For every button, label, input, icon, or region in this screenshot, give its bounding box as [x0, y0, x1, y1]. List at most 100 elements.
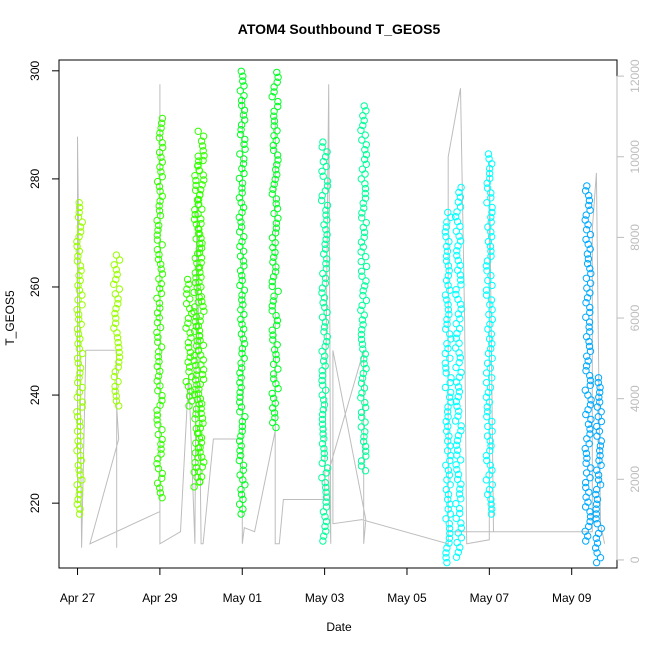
- data-point: [322, 503, 331, 511]
- data-point: [194, 152, 202, 160]
- data-point: [453, 251, 461, 260]
- data-point: [270, 112, 278, 120]
- data-point: [241, 116, 249, 124]
- data-point: [272, 355, 281, 364]
- data-point: [183, 290, 191, 298]
- data-point: [185, 392, 194, 400]
- data-point: [323, 182, 332, 190]
- data-point: [157, 445, 165, 453]
- data-point: [451, 344, 460, 352]
- data-point: [153, 231, 162, 239]
- data-point: [76, 335, 84, 343]
- data-point: [239, 72, 247, 80]
- data-point: [238, 349, 246, 358]
- data-point: [453, 436, 462, 445]
- data-point: [457, 456, 465, 464]
- data-point: [238, 276, 246, 285]
- data-point: [272, 136, 280, 145]
- data-point: [322, 493, 331, 501]
- data-point: [236, 228, 244, 236]
- data-point: [198, 142, 207, 150]
- data-point: [272, 195, 281, 203]
- data-point: [190, 468, 198, 476]
- data-point: [197, 244, 206, 252]
- data-point: [155, 134, 164, 142]
- data-point: [156, 484, 164, 492]
- x-axis: Apr 27 Apr 29 May 01 May 03 May 05 May 07 May …: [60, 567, 592, 605]
- data-point: [319, 406, 327, 414]
- data-point: [442, 276, 451, 285]
- data-point: [442, 461, 450, 469]
- data-point: [455, 504, 464, 513]
- data-point: [455, 324, 464, 333]
- data-point: [362, 296, 371, 305]
- data-point: [73, 500, 82, 508]
- data-point: [269, 331, 277, 339]
- data-point: [587, 415, 595, 424]
- data-point: [456, 485, 464, 493]
- data-point: [360, 204, 368, 212]
- data-point: [185, 280, 193, 288]
- data-point: [455, 349, 463, 357]
- data-point: [237, 223, 246, 231]
- data-point: [485, 155, 493, 163]
- data-point: [195, 331, 204, 340]
- data-point: [443, 340, 451, 348]
- data-point: [320, 250, 328, 258]
- data-point: [319, 269, 327, 278]
- data-point: [442, 233, 450, 241]
- data-point: [271, 175, 279, 184]
- data-point: [445, 539, 453, 547]
- data-point: [239, 160, 248, 168]
- data-point: [442, 364, 450, 372]
- data-point: [596, 442, 605, 450]
- data-point: [237, 490, 246, 499]
- data-point: [199, 132, 208, 140]
- data-point: [593, 422, 601, 431]
- data-point: [586, 230, 595, 239]
- data-point: [241, 145, 249, 153]
- data-point: [269, 273, 278, 281]
- data-point: [444, 413, 452, 421]
- data-point: [597, 408, 605, 416]
- data-point: [193, 381, 201, 389]
- data-point: [153, 362, 162, 371]
- data-point: [78, 218, 87, 226]
- data-point: [153, 377, 161, 385]
- data-point: [270, 253, 278, 261]
- data-point: [274, 102, 282, 111]
- y2-tick-label: 0: [628, 556, 642, 563]
- data-point: [191, 279, 200, 287]
- data-point: [157, 343, 166, 351]
- data-point: [153, 309, 162, 317]
- data-point: [483, 432, 492, 440]
- data-point: [156, 129, 164, 137]
- data-point: [452, 334, 460, 342]
- x-tick-label: May 03: [305, 591, 345, 605]
- data-point: [361, 447, 370, 455]
- data-point: [73, 242, 81, 251]
- data-point: [195, 249, 204, 257]
- data-point: [200, 152, 208, 160]
- data-point: [592, 505, 600, 513]
- data-point: [74, 252, 82, 260]
- data-point: [443, 558, 451, 567]
- data-point: [156, 187, 164, 196]
- data-point: [191, 415, 199, 423]
- data-point: [585, 342, 594, 351]
- data-point: [483, 456, 491, 465]
- data-point: [75, 208, 83, 217]
- data-point: [582, 367, 590, 375]
- data-point: [271, 399, 279, 407]
- data-point: [270, 180, 278, 189]
- data-point: [200, 176, 208, 184]
- data-point: [158, 270, 167, 278]
- data-point: [111, 309, 119, 318]
- data-point: [192, 439, 200, 447]
- data-point: [185, 368, 193, 376]
- data-point: [456, 509, 464, 518]
- data-point: [582, 299, 590, 307]
- data-point: [269, 185, 277, 193]
- data-point: [455, 388, 464, 396]
- data-point: [76, 369, 84, 377]
